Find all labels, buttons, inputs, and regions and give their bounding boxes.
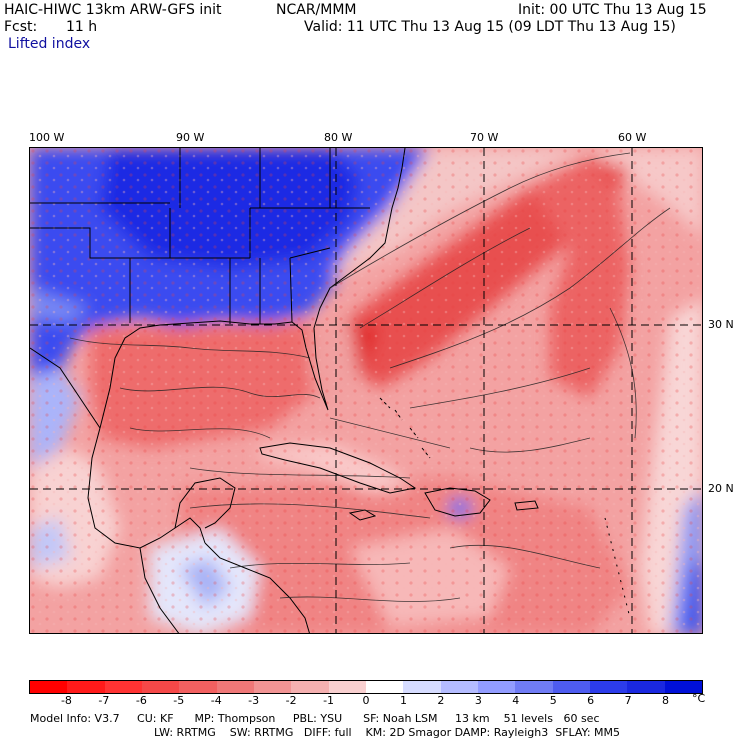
valid-time: Valid: 11 UTC Thu 13 Aug 15 (09 LDT Thu … <box>304 19 676 35</box>
colorbar-tick-label: 3 <box>474 694 482 707</box>
colorbar-swatch <box>515 681 553 693</box>
colorbar-swatch <box>365 681 404 693</box>
lon-label-80w: 80 W <box>324 131 353 144</box>
colorbar-swatch <box>403 681 441 693</box>
colorbar-swatch <box>328 681 366 693</box>
graticule <box>30 148 702 633</box>
colorbar-swatch <box>253 681 292 693</box>
colorbar-swatch <box>589 681 628 693</box>
field-texture <box>30 148 702 633</box>
colorbar-tick-label: 0 <box>362 694 370 707</box>
colorbar-tick-label: -6 <box>135 694 147 707</box>
colorbar-swatch <box>552 681 590 693</box>
colorbar-unit: °C <box>692 692 706 705</box>
lon-label-90w: 90 W <box>176 131 205 144</box>
colorbar-tick-label: 2 <box>437 694 445 707</box>
colorbar-tick-label: 4 <box>512 694 520 707</box>
colorbar-swatch <box>664 681 702 693</box>
colorbar-swatch <box>627 681 665 693</box>
lon-label-70w: 70 W <box>470 131 499 144</box>
colorbar-tick-label: 6 <box>587 694 595 707</box>
fcst-value: 11 h <box>66 19 98 35</box>
colorbar-swatch <box>179 681 217 693</box>
colorbar-tick-label: 7 <box>624 694 632 707</box>
init-time: Init: 00 UTC Thu 13 Aug 15 <box>518 2 707 18</box>
colorbar-tick-label: 5 <box>549 694 557 707</box>
contours <box>69 152 671 602</box>
colorbar-swatch <box>104 681 142 693</box>
lon-label-60w: 60 W <box>618 131 647 144</box>
colorbar-swatch <box>216 681 254 693</box>
colorbar-swatch <box>30 681 68 693</box>
map-canvas <box>30 148 702 633</box>
colorbar-tick-label: -3 <box>248 694 260 707</box>
colorbar-swatch <box>440 681 478 693</box>
model-info-line-1: Model Info: V3.7 CU: KF MP: Thompson PBL… <box>30 712 600 725</box>
colorbar-tick-label: -8 <box>60 694 72 707</box>
colorbar-tick-label: 8 <box>662 694 670 707</box>
colorbar-tick-label: -7 <box>98 694 110 707</box>
colorbar-swatch <box>477 681 516 693</box>
colorbar-swatch <box>291 681 329 693</box>
colorbar-swatch <box>67 681 105 693</box>
colorbar-tick-label: -2 <box>285 694 297 707</box>
colorbar-tick-label: -1 <box>323 694 335 707</box>
field-name: Lifted index <box>8 36 91 52</box>
coastlines <box>30 148 631 633</box>
colorbar-tick-label: -4 <box>210 694 222 707</box>
lat-label-20n: 20 N <box>708 482 734 495</box>
colorbar-tick-label: -5 <box>173 694 185 707</box>
org-label: NCAR/MMM <box>276 2 357 18</box>
lat-label-30n: 30 N <box>708 318 734 331</box>
lifted-index-map <box>29 147 703 634</box>
lon-label-100w: 100 W <box>29 131 65 144</box>
colorbar-tick-label: 1 <box>399 694 407 707</box>
model-title: HAIC-HIWC 13km ARW-GFS init <box>4 2 222 18</box>
model-info-line-2: LW: RRTMG SW: RRTMG DIFF: full KM: 2D Sm… <box>154 726 620 739</box>
fcst-label: Fcst: <box>4 19 38 35</box>
colorbar <box>29 680 703 694</box>
colorbar-swatch <box>141 681 180 693</box>
